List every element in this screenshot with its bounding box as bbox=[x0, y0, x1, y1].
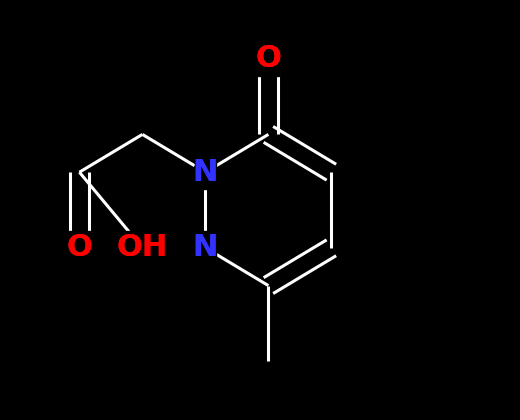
Bar bbox=[69, 231, 90, 265]
Text: OH: OH bbox=[117, 233, 168, 262]
Text: N: N bbox=[193, 233, 218, 262]
Text: O: O bbox=[67, 233, 93, 262]
Text: O: O bbox=[255, 44, 281, 74]
Bar bbox=[126, 231, 159, 265]
Text: O: O bbox=[67, 233, 93, 262]
Text: N: N bbox=[193, 158, 218, 187]
Text: N: N bbox=[193, 158, 218, 187]
Text: N: N bbox=[193, 233, 218, 262]
Bar bbox=[258, 42, 279, 76]
Text: OH: OH bbox=[117, 233, 168, 262]
Bar bbox=[195, 155, 216, 189]
Bar bbox=[195, 231, 216, 265]
Text: O: O bbox=[255, 44, 281, 74]
